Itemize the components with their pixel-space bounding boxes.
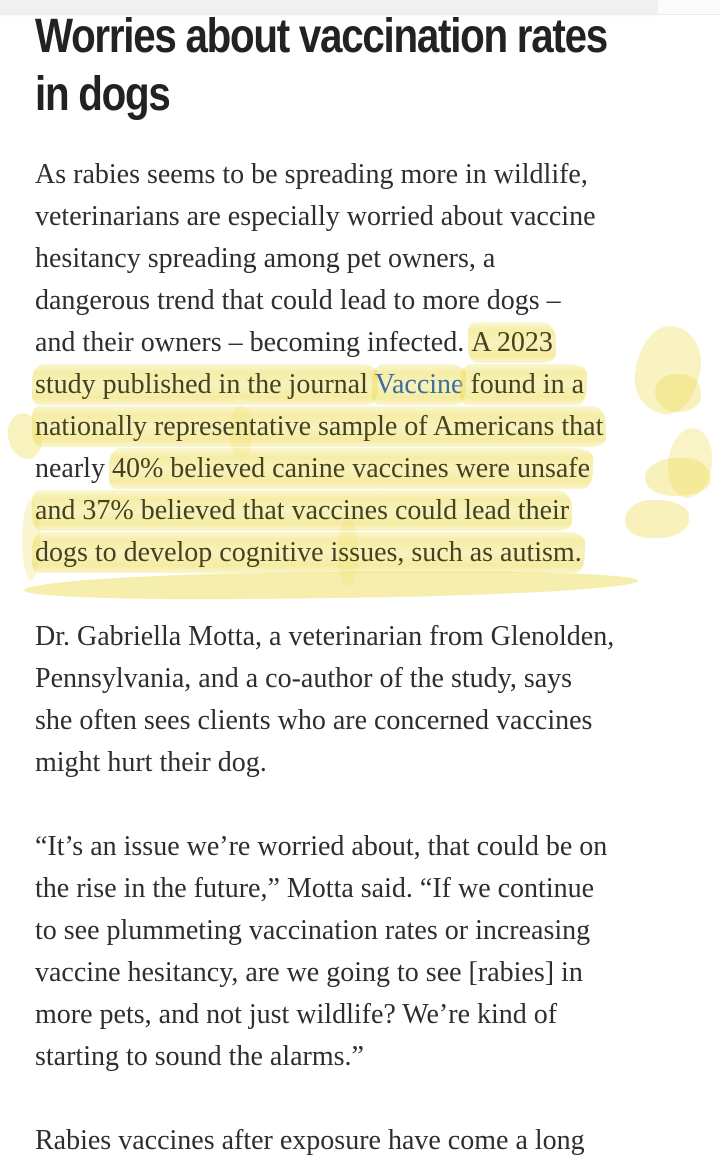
text-line: study published in the journal Vaccine f… (32, 364, 685, 406)
text-line: nearly 40% believed canine vaccines were… (35, 448, 685, 490)
text-segment: Dr. Gabriella Motta, a veterinarian from… (35, 621, 615, 652)
highlighted-text-segment: study published in the journal (32, 364, 378, 405)
highlighted-text-segment: nationally representative sample of Amer… (32, 406, 607, 447)
text-line: and 37% believed that vaccines could lea… (32, 490, 685, 532)
paragraph: Dr. Gabriella Motta, a veterinarian from… (35, 616, 685, 784)
text-line: veterinarians are especially worried abo… (35, 196, 685, 238)
browser-chrome-corner (658, 0, 720, 15)
text-segment: veterinarians are especially worried abo… (35, 201, 596, 232)
text-segment: she often sees clients who are concerned… (35, 705, 593, 736)
paragraph: As rabies seems to be spreading more in … (32, 154, 685, 574)
text-line: “It’s an issue we’re worried about, that… (35, 826, 685, 868)
highlighter-stroke (645, 458, 711, 496)
article-title: Worries about vaccination rates in dogs (35, 8, 690, 124)
text-line: Rabies vaccines after exposure have come… (35, 1120, 685, 1162)
highlighted-text-segment: found in a (460, 364, 587, 405)
text-line: dangerous trend that could lead to more … (35, 280, 685, 322)
text-segment: starting to sound the alarms.” (35, 1041, 364, 1072)
text-line: to see plummeting vaccination rates or i… (35, 910, 685, 952)
text-line: and their owners – becoming infected. A … (35, 322, 685, 364)
highlighter-stroke (655, 374, 701, 412)
text-line: As rabies seems to be spreading more in … (35, 154, 685, 196)
highlighted-text-segment: dogs to develop cognitive issues, such a… (32, 532, 585, 573)
paragraph: “It’s an issue we’re worried about, that… (35, 826, 685, 1078)
article-title-line-2: in dogs (35, 68, 171, 121)
text-line: Pennsylvania, and a co-author of the stu… (35, 658, 685, 700)
text-line: starting to sound the alarms.” (35, 1036, 685, 1078)
text-segment: might hurt their dog. (35, 747, 267, 778)
vaccine-journal-link[interactable]: Vaccine (371, 364, 467, 405)
text-line: nationally representative sample of Amer… (32, 406, 685, 448)
text-line: the rise in the future,” Motta said. “If… (35, 868, 685, 910)
text-segment: more pets, and not just wildlife? We’re … (35, 999, 558, 1030)
text-line: more pets, and not just wildlife? We’re … (35, 994, 685, 1036)
text-line: dogs to develop cognitive issues, such a… (32, 532, 685, 574)
text-segment: vaccine hesitancy, are we going to see [… (35, 957, 583, 988)
paragraph: Rabies vaccines after exposure have come… (35, 1120, 685, 1162)
article-body: As rabies seems to be spreading more in … (32, 154, 685, 1162)
text-line: might hurt their dog. (35, 742, 685, 784)
article-title-line-1: Worries about vaccination rates (35, 10, 608, 63)
text-segment: As rabies seems to be spreading more in … (35, 159, 588, 190)
text-segment: to see plummeting vaccination rates or i… (35, 915, 591, 946)
text-segment: and their owners – becoming infected. (35, 327, 472, 358)
highlighter-stroke (625, 500, 689, 538)
text-segment: “It’s an issue we’re worried about, that… (35, 831, 608, 862)
text-segment: hesitancy spreading among pet owners, a (35, 243, 496, 274)
highlighted-text-segment: 40% believed canine vaccines were unsafe (108, 448, 594, 489)
text-segment: Rabies vaccines after exposure have come… (35, 1125, 585, 1156)
text-segment: the rise in the future,” Motta said. “If… (35, 873, 595, 904)
text-line: she often sees clients who are concerned… (35, 700, 685, 742)
text-segment: nearly (35, 453, 112, 484)
highlighted-text-segment: and 37% believed that vaccines could lea… (32, 490, 573, 531)
text-line: hesitancy spreading among pet owners, a (35, 238, 685, 280)
highlighted-text-segment: A 2023 (468, 322, 556, 363)
browser-chrome-bar (0, 0, 658, 15)
text-segment: Pennsylvania, and a co-author of the stu… (35, 663, 573, 694)
text-line: Dr. Gabriella Motta, a veterinarian from… (35, 616, 685, 658)
text-segment: dangerous trend that could lead to more … (35, 285, 561, 316)
text-line: vaccine hesitancy, are we going to see [… (35, 952, 685, 994)
